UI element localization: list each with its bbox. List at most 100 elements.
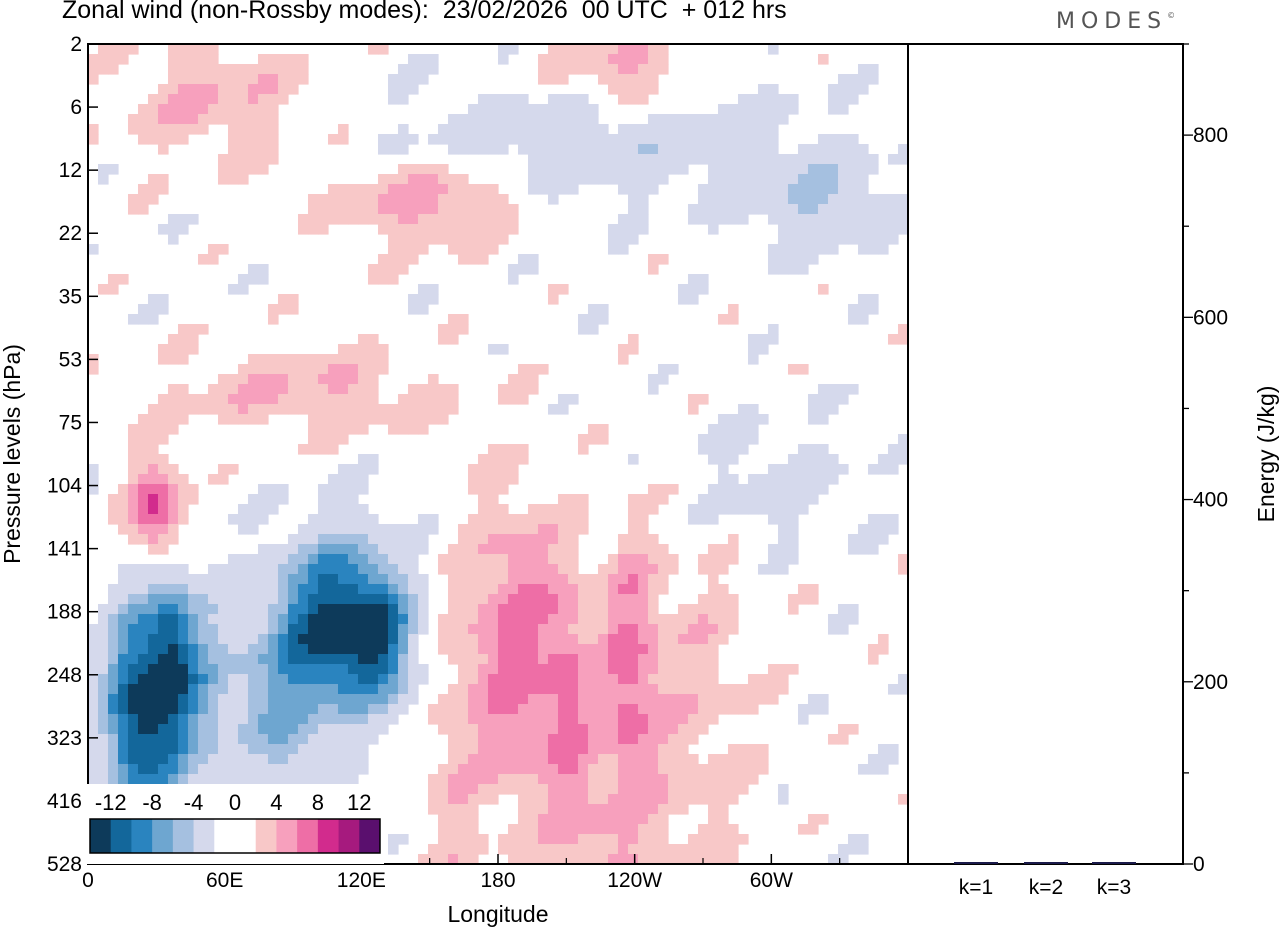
heatmap-cell xyxy=(648,774,659,785)
heatmap-cell xyxy=(108,614,119,625)
heatmap-cell xyxy=(228,574,239,585)
heatmap-cell xyxy=(238,614,249,625)
heatmap-cell xyxy=(538,794,549,805)
heatmap-cell xyxy=(208,634,219,645)
heatmap-cell xyxy=(708,194,719,205)
heatmap-cell xyxy=(538,544,549,555)
heatmap-cell xyxy=(638,784,649,795)
heatmap-cell xyxy=(488,494,499,505)
heatmap-cell xyxy=(658,124,669,135)
heatmap-cell xyxy=(618,794,629,805)
heatmap-cell xyxy=(298,584,309,595)
heatmap-cell xyxy=(828,734,839,745)
heatmap-cell xyxy=(568,834,579,845)
heatmap-cell xyxy=(718,824,729,835)
heatmap-cell xyxy=(148,294,159,305)
heatmap-cell xyxy=(518,624,529,635)
heatmap-cell xyxy=(558,744,569,755)
heatmap-cell xyxy=(188,664,199,675)
heatmap-cell xyxy=(228,114,239,125)
heatmap-cell xyxy=(408,654,419,665)
heatmap-cell xyxy=(298,674,309,685)
heatmap-cell xyxy=(268,354,279,365)
heatmap-cell xyxy=(538,144,549,155)
heatmap-cell xyxy=(358,624,369,635)
heatmap-cell xyxy=(148,424,159,435)
heatmap-cell xyxy=(808,814,819,825)
legend-swatch xyxy=(255,819,277,853)
heatmap-cell xyxy=(778,244,789,255)
brand-text: MODES xyxy=(1056,9,1168,34)
heatmap-cell xyxy=(608,144,619,155)
heatmap-cell xyxy=(368,184,379,195)
heatmap-cell xyxy=(518,94,529,105)
heatmap-cell xyxy=(758,764,769,775)
heatmap-cell xyxy=(548,624,559,635)
heatmap-cell xyxy=(608,664,619,675)
heatmap-cell xyxy=(648,724,659,735)
heatmap-cell xyxy=(608,674,619,685)
heatmap-cell xyxy=(648,154,659,165)
energy-tick-label: 200 xyxy=(1193,671,1228,694)
heatmap-cell xyxy=(368,594,379,605)
heatmap-cell xyxy=(318,494,329,505)
heatmap-cell xyxy=(488,644,499,655)
heatmap-cell xyxy=(888,154,899,165)
heatmap-cell xyxy=(388,214,399,225)
heatmap-cell xyxy=(778,664,789,675)
heatmap-cell xyxy=(898,444,909,455)
heatmap-cell xyxy=(608,614,619,625)
heatmap-cell xyxy=(508,384,519,395)
heatmap-cell xyxy=(438,174,449,185)
heatmap-cell xyxy=(858,764,869,775)
heatmap-cell xyxy=(568,624,579,635)
heatmap-cell xyxy=(158,504,169,515)
heatmap-cell xyxy=(168,234,179,245)
heatmap-cell xyxy=(848,194,859,205)
heatmap-cell xyxy=(418,664,429,675)
heatmap-cell xyxy=(718,564,729,575)
heatmap-cell xyxy=(878,244,889,255)
heatmap-cell xyxy=(178,604,189,615)
heatmap-cell xyxy=(378,604,389,615)
y-tick-label: 35 xyxy=(59,285,82,308)
heatmap-cell xyxy=(768,104,779,115)
heatmap-cell xyxy=(458,854,469,865)
heatmap-cell xyxy=(348,624,359,635)
heatmap-cell xyxy=(568,684,579,695)
heatmap-cell xyxy=(628,804,639,815)
heatmap-cell xyxy=(578,174,589,185)
heatmap-cell xyxy=(358,734,369,745)
heatmap-cell xyxy=(518,674,529,685)
heatmap-cell xyxy=(888,234,899,245)
heatmap-cell xyxy=(758,484,769,495)
heatmap-cell xyxy=(728,544,739,555)
heatmap-cell xyxy=(378,724,389,735)
heatmap-cell xyxy=(808,444,819,455)
heatmap-cell xyxy=(498,234,509,245)
heatmap-cell xyxy=(238,644,249,655)
heatmap-cell xyxy=(318,654,329,665)
heatmap-cell xyxy=(588,784,599,795)
heatmap-cell xyxy=(308,204,319,215)
heatmap-cell xyxy=(518,814,529,825)
heatmap-cell xyxy=(188,724,199,735)
heatmap-cell xyxy=(438,634,449,645)
heatmap-cell xyxy=(518,754,529,765)
heatmap-cell xyxy=(558,164,569,175)
heatmap-cell xyxy=(228,644,239,655)
heatmap-cell xyxy=(608,244,619,255)
heatmap-cell xyxy=(468,754,479,765)
heatmap-cell xyxy=(378,614,389,625)
heatmap-cell xyxy=(148,694,159,705)
heatmap-cell xyxy=(878,754,889,765)
heatmap-cell xyxy=(288,654,299,665)
heatmap-cell xyxy=(818,234,829,245)
heatmap-cell xyxy=(288,54,299,65)
heatmap-cell xyxy=(708,704,719,715)
heatmap-cell xyxy=(828,154,839,165)
heatmap-cell xyxy=(548,144,559,155)
heatmap-cell xyxy=(728,834,739,845)
energy-tick-label: 400 xyxy=(1193,489,1228,512)
heatmap-cell xyxy=(288,584,299,595)
